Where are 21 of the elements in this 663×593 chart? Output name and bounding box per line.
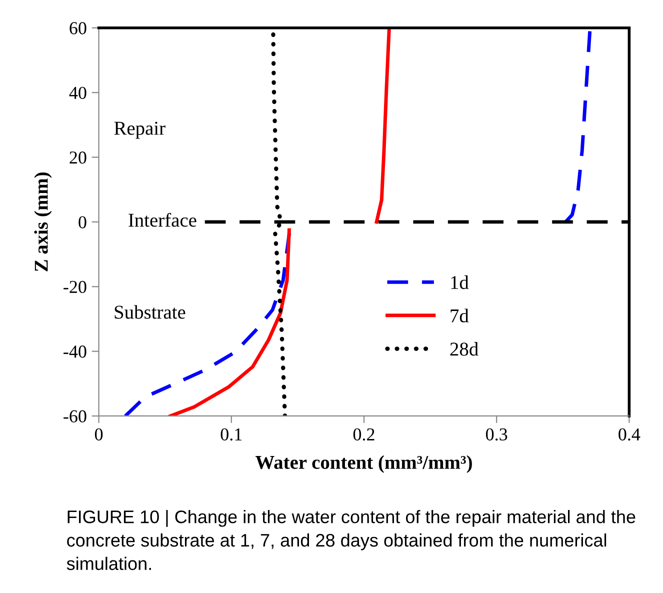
annotation: Substrate [114, 305, 186, 319]
y-axis-title: Z axis (mm) [34, 172, 52, 272]
annotation: Repair [114, 122, 166, 139]
y-tick-label: 20 [70, 152, 86, 164]
legend-label: 28d [450, 342, 478, 356]
legend-label: 7d [450, 308, 469, 322]
x-tick-label: 0.3 [486, 428, 508, 441]
x-axis-title: Water content (mm³/mm³) [255, 455, 472, 473]
y-tick-label: 60 [70, 22, 86, 34]
x-tick-label: 0.4 [618, 428, 640, 441]
y-tick-label: -60 [64, 410, 86, 422]
annotation: Interface [128, 212, 196, 227]
x-tick-label: 0 [94, 428, 103, 440]
x-tick-label: 0.2 [353, 428, 374, 441]
legend-label: 1d [451, 275, 469, 290]
caption: FIGURE 10 | Change in the water content of the repair material and the concrete substrate at 1, 7, and 28 days obtained from the numerical simulation. [66, 510, 636, 570]
y-tick-label: -40 [64, 346, 86, 358]
y-tick-label: 0 [78, 216, 86, 228]
y-tick-label: 40 [69, 86, 86, 99]
y-tick-label: -20 [64, 280, 86, 294]
x-tick-label: 0.1 [220, 428, 242, 441]
